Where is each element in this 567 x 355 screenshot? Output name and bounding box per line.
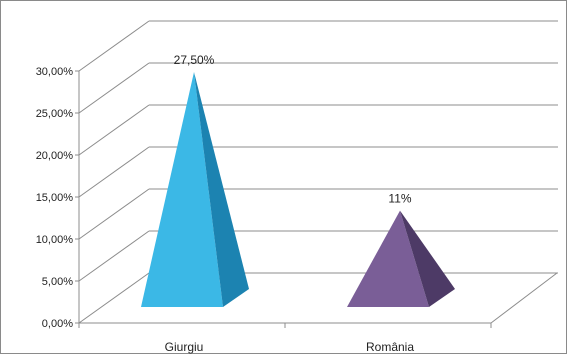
pyramid-front-1 (347, 210, 429, 307)
x-tick-label: Giurgiu (165, 340, 204, 354)
floor-right-edge (490, 272, 558, 324)
pyramid-side-0 (194, 72, 249, 307)
gridline-diagonal (78, 188, 150, 240)
y-tick-label: 30,00% (36, 66, 74, 78)
y-tick-label: 20,00% (36, 150, 74, 162)
pyramid-side-1 (400, 210, 455, 307)
y-tick-label: 10,00% (36, 234, 74, 246)
y-tick-label: 0,00% (42, 318, 73, 330)
data-label: 11% (388, 192, 411, 206)
data-label: 27,50% (174, 53, 215, 67)
gridline-diagonal (78, 20, 150, 72)
gridline-diagonal (78, 104, 150, 156)
gridline-diagonal (78, 146, 150, 198)
gridline-diagonal (78, 230, 150, 282)
gridline-diagonal (78, 272, 150, 324)
y-tick-label: 5,00% (42, 276, 73, 288)
x-tick-label: România (366, 340, 414, 354)
y-tick-label: 15,00% (36, 192, 74, 204)
y-tick-label: 25,00% (36, 108, 74, 120)
pyramid-front-0 (141, 72, 223, 307)
gridline-diagonal (78, 62, 150, 114)
